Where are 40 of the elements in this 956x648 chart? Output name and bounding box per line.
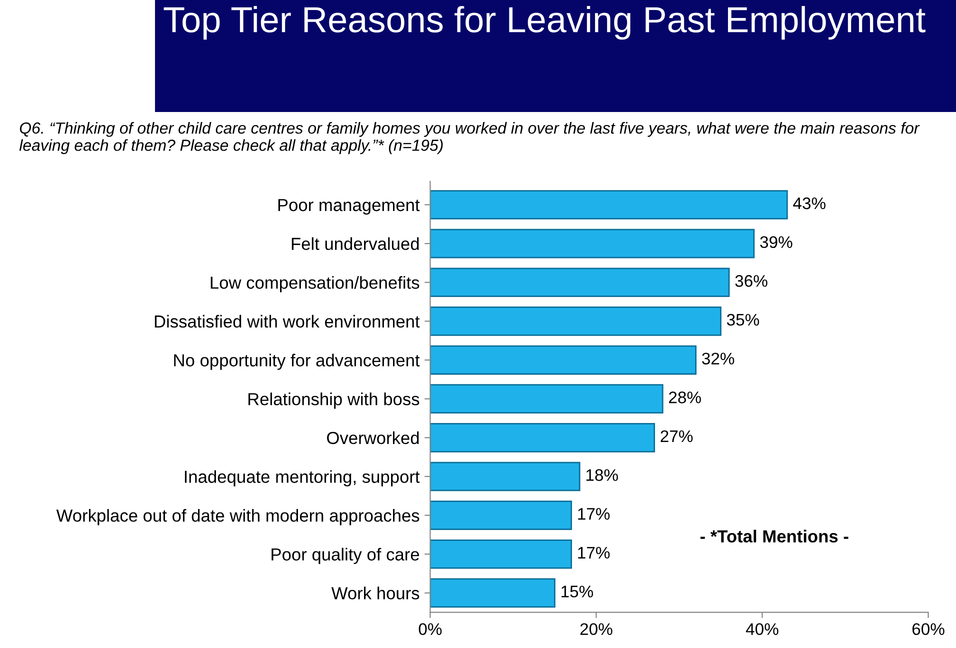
- bar: [430, 422, 656, 452]
- y-tick-label: No opportunity for advancement: [174, 354, 420, 370]
- bar: [430, 578, 556, 608]
- annotation: - *Total Mentions -: [700, 530, 848, 542]
- y-tick-label: Work hours: [331, 586, 420, 600]
- y-tick-label: Low compensation/benefits: [210, 276, 420, 292]
- bar: [430, 345, 697, 375]
- data-label: 17%: [578, 546, 610, 559]
- bar: [430, 306, 722, 336]
- chart-title: Top Tier Reasons for Leaving Past Employment: [164, 6, 926, 40]
- y-tick-label: Dissatisfied with work environment: [154, 314, 420, 328]
- data-label: 17%: [578, 508, 610, 520]
- x-tick-label: 0%: [418, 623, 442, 636]
- data-label: 32%: [702, 352, 734, 364]
- bar: [430, 268, 730, 298]
- data-label: 28%: [669, 392, 701, 404]
- bar: [430, 462, 580, 492]
- y-tick-label: Relationship with boss: [248, 392, 420, 409]
- data-label: 18%: [586, 469, 618, 481]
- x-tick-label: 20%: [580, 623, 612, 636]
- bar: [430, 190, 788, 220]
- y-tick-label: Overworked: [327, 431, 419, 444]
- chart-subtitle: Q6. “Thinking of other child care centres or family homes you worked in over the last five years, what were the main reasons for leaving each of them? Please check all that apply.”* (n=195): [19, 122, 920, 154]
- bar: [430, 539, 572, 569]
- y-tick-label: Poor management: [278, 199, 420, 215]
- x-tick-label: 40%: [746, 623, 778, 636]
- data-label: 27%: [660, 430, 693, 442]
- data-label: 43%: [793, 197, 826, 210]
- y-tick-label: Workplace out of date with modern approaches: [56, 509, 420, 526]
- data-label: 15%: [562, 586, 594, 598]
- data-label: 39%: [760, 236, 792, 248]
- data-label: 35%: [726, 314, 760, 326]
- bar: [430, 384, 664, 414]
- bar: [430, 500, 572, 530]
- data-label: 36%: [735, 275, 768, 287]
- bar: [430, 228, 755, 258]
- x-tick-label: 60%: [912, 623, 944, 636]
- y-tick-label: Inadequate mentoring, support: [184, 470, 420, 486]
- y-tick-label: Felt undervalued: [292, 237, 419, 250]
- y-tick-label: Poor quality of care: [272, 548, 420, 564]
